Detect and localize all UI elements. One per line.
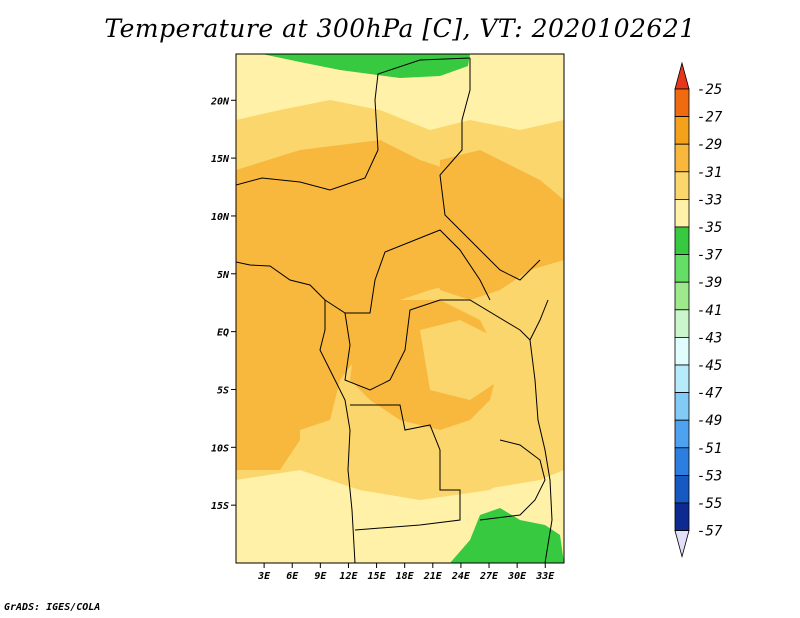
colorbar-segment [674,474,690,504]
temperature-field [236,54,564,563]
colorbar: -25 -27 -29 -31 -33 -35 -37 -39 -41 -43 -45 -47 -49 -… [674,61,723,559]
credit-text: GrADS: IGES/COLA [4,602,101,613]
border-east [439,58,541,281]
coastline-east [529,299,553,563]
colorbar-segment [674,226,690,256]
coastline-west [236,261,356,563]
lon-tick-label: 6E [286,571,299,582]
border-southeast [479,439,546,521]
colorbar-segment [674,116,690,145]
lat-tick-label: 10S [211,443,229,454]
lon-tick-label: 27E [479,571,499,582]
colorbar-segment [674,254,690,283]
border-sahel [236,57,471,191]
colorbar-label: -31 [697,165,722,181]
field-region-cool-center [420,320,500,400]
lat-tick-label: 15N [211,154,230,165]
colorbar-segment [674,198,690,228]
map-frame [235,53,565,564]
colorbar-top-arrow [674,61,690,90]
lon-tick-label: 30E [507,571,527,582]
field-region-warm-east [430,150,564,300]
colorbar-label: -35 [697,220,722,236]
colorbar-label: -29 [697,137,722,153]
lon-tick-label: 18E [396,571,415,582]
colorbar-segment [674,281,690,311]
field-region-mild-south [300,410,520,500]
lat-tick-label: 20N [210,96,230,107]
colorbar-label: -39 [697,275,722,291]
border-congo [344,299,531,391]
field-region-cold-southeast [450,508,564,563]
lat-axis: 20N 15N 10N 5N EQ 5S 10S 15S [210,96,236,512]
lat-tick-label: 10N [211,212,230,223]
colorbar-label: -27 [697,110,723,126]
colorbar-label: -49 [697,413,722,429]
colorbar-segment [674,392,690,421]
colorbar-segment [674,447,690,476]
lat-tick-label: EQ [217,328,229,339]
colorbar-segment [674,171,690,200]
lon-tick-label: 3E [257,571,271,582]
map-title: Temperature at 300hPa [C], VT: 202010262… [104,14,696,43]
lat-tick-label: 5N [217,270,230,281]
field-region-cold-north [262,54,470,78]
colorbar-label: -51 [697,441,722,457]
lat-tick-label: 15S [211,501,229,512]
colorbar-label: -57 [697,524,723,540]
colorbar-label: -41 [697,303,722,319]
lon-tick-label: 15E [368,571,387,582]
colorbar-segment [674,364,690,394]
lon-tick-label: 21E [423,571,443,582]
colorbar-bottom-arrow [674,530,690,559]
colorbar-label: -47 [697,386,723,402]
lon-tick-label: 33E [535,571,555,582]
colorbar-segment [674,336,690,366]
colorbar-label: -53 [697,468,722,484]
colorbar-label: -43 [697,330,722,346]
colorbar-label: -33 [697,192,722,208]
colorbar-segment [674,419,690,449]
lat-tick-label: 5S [217,385,229,396]
field-region-warm-west [236,140,480,470]
colorbar-segment [674,143,690,173]
colorbar-segment [674,309,690,338]
colorbar-segment [674,88,690,118]
border-angola [350,404,461,531]
field-region-cool-north [236,54,564,130]
colorbar-label: -55 [697,496,722,512]
lon-tick-label: 9E [314,571,327,582]
colorbar-label: -25 [697,82,722,98]
lon-tick-label: 24E [451,571,471,582]
colorbar-label: -37 [697,248,723,264]
colorbar-label: -45 [697,358,722,374]
border-cameroon [324,229,491,314]
lon-tick-label: 12E [339,571,358,582]
colorbar-segment [674,502,690,532]
lon-axis: 3E 6E 9E 12E 15E 18E 21E 24E 27E 30E 33E [257,563,555,582]
